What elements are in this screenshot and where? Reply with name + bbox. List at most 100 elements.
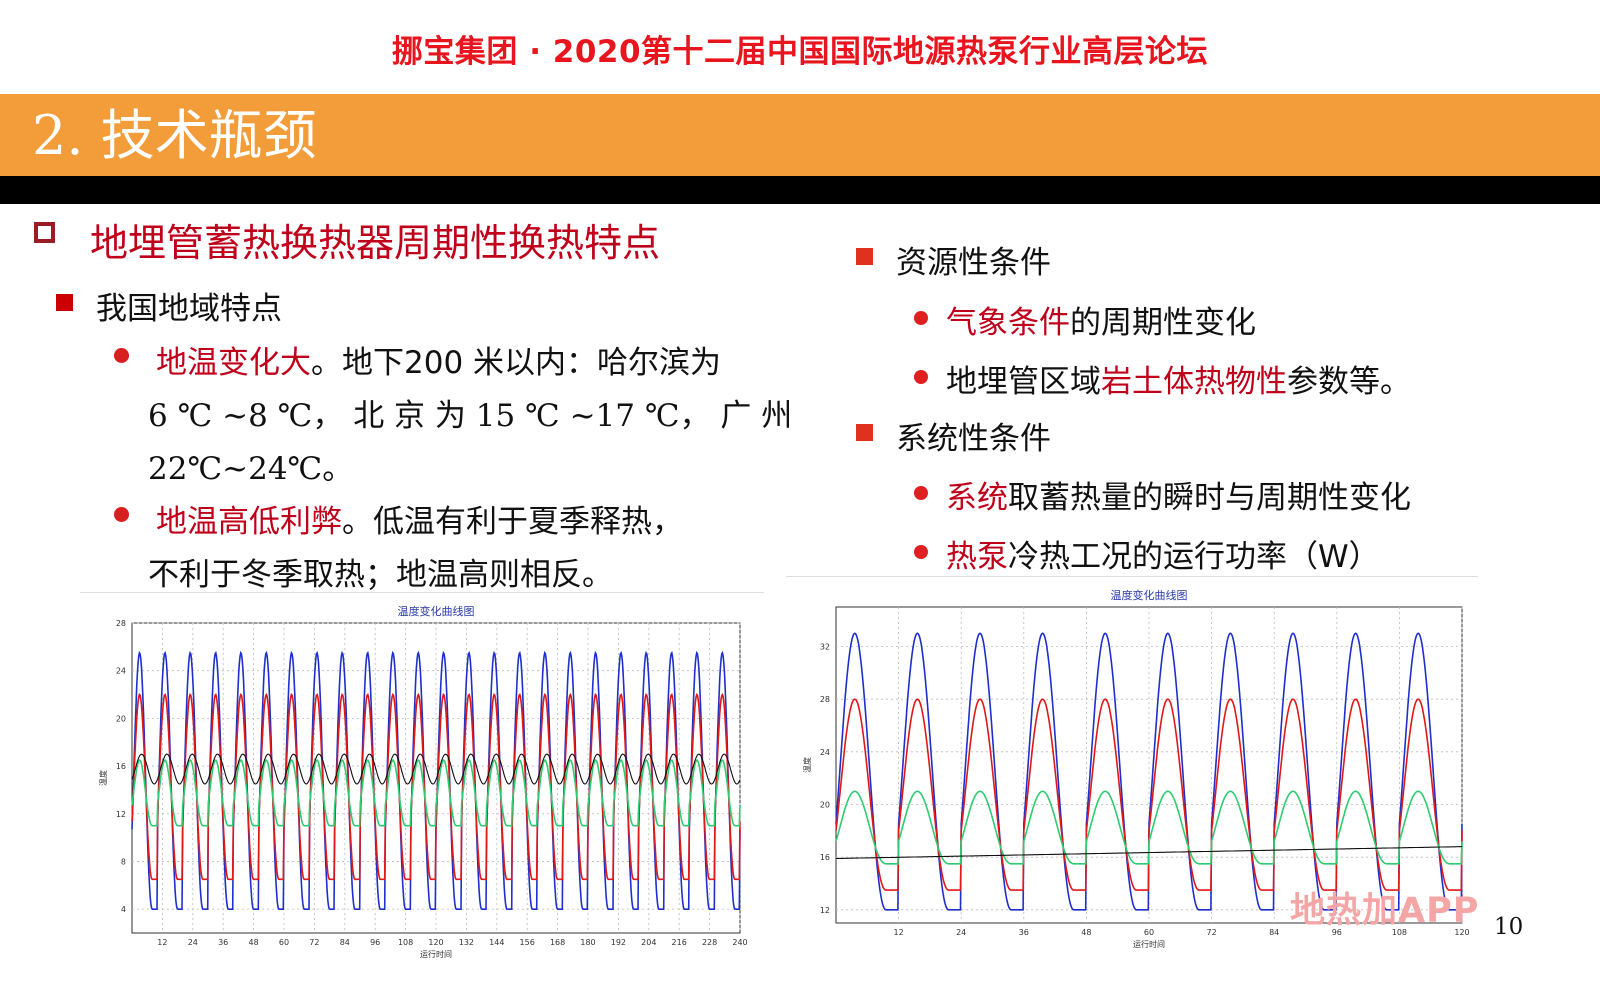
left-point2-line1: 地温高低利弊。低温有利于夏季释热， xyxy=(156,496,683,541)
right-item2-highlight: 岩土体热物性 xyxy=(1101,364,1287,400)
y-tick-label: 24 xyxy=(116,667,126,676)
right-item3-highlight: 系统 xyxy=(946,480,1008,516)
x-tick-label: 60 xyxy=(1144,928,1154,937)
x-axis-label: 运行时间 xyxy=(1133,939,1165,949)
x-tick-label: 60 xyxy=(279,938,289,947)
right-item1-rest: 的周期性变化 xyxy=(1070,305,1256,341)
chart-title: 温度变化曲线图 xyxy=(1111,588,1188,602)
section-title: 2. 技术瓶颈 xyxy=(32,104,317,167)
x-tick-label: 192 xyxy=(611,938,626,947)
right-item4-rest: 冷热工况的运行功率（W） xyxy=(1008,539,1380,575)
x-tick-label: 168 xyxy=(550,938,565,947)
chart-title: 温度变化曲线图 xyxy=(398,604,475,618)
left-chart-svg: 12 24 36 48 60 72 84 96 108 120 132 144 156 168 180 192… xyxy=(98,604,748,959)
left-chart: 12 24 36 48 60 72 84 96 108 120 132 144 156 168 180 192… xyxy=(80,592,764,959)
series-line xyxy=(131,753,741,785)
y-tick-label: 28 xyxy=(116,619,126,628)
right-heading2: 系统性条件 xyxy=(896,421,1051,457)
right-item2-rest: 参数等。 xyxy=(1287,364,1411,400)
left-point1-highlight: 地温变化大 xyxy=(156,345,311,381)
x-tick-label: 156 xyxy=(520,938,535,947)
x-tick-label: 24 xyxy=(188,938,198,947)
bullet-dot-icon xyxy=(914,545,928,559)
x-tick-label: 240 xyxy=(732,938,747,947)
left-sub-heading: 我国地域特点 xyxy=(96,291,282,327)
left-point2-rest: 。低温有利于夏季释热， xyxy=(342,504,683,540)
x-tick-label: 72 xyxy=(1207,928,1217,937)
x-tick-label: 120 xyxy=(1454,928,1469,937)
bullet-dot-icon xyxy=(114,507,129,522)
right-item1: 气象条件的周期性变化 xyxy=(946,297,1256,342)
y-axis-label: 温度 xyxy=(98,770,108,786)
left-point2-highlight: 地温高低利弊 xyxy=(156,504,342,540)
x-tick-label: 108 xyxy=(1392,928,1407,937)
x-tick-label: 96 xyxy=(1332,928,1342,937)
y-tick-label: 20 xyxy=(116,714,126,723)
square-bullet-icon xyxy=(56,294,73,311)
page-number: 10 xyxy=(1494,914,1524,940)
main-heading: 地埋管蓄热换热器周期性换热特点 xyxy=(90,221,661,265)
square-bullet-icon xyxy=(856,248,873,265)
right-chart: 12 24 36 48 60 72 84 96 108 120 12 16 20 24 28 32 温度变化曲线… xyxy=(786,576,1478,959)
series-line xyxy=(835,790,1463,865)
checkbox-icon xyxy=(34,222,55,243)
right-item2-prefix: 地埋管区域 xyxy=(946,364,1101,400)
header-title: 挪宝集团 · 2020第十二届中国国际地源热泵行业高层论坛 xyxy=(391,34,1209,70)
right-item4-highlight: 热泵 xyxy=(946,539,1008,575)
x-tick-label: 228 xyxy=(702,938,717,947)
right-heading1: 资源性条件 xyxy=(896,245,1051,281)
right-item4: 热泵冷热工况的运行功率（W） xyxy=(946,531,1380,576)
right-item3-rest: 取蓄热量的瞬时与周期性变化 xyxy=(1008,480,1411,516)
series-line xyxy=(836,846,1462,860)
bullet-dot-icon xyxy=(114,348,129,363)
x-tick-label: 72 xyxy=(309,938,319,947)
x-tick-label: 36 xyxy=(218,938,228,947)
y-tick-label: 16 xyxy=(820,853,830,862)
x-tick-label: 180 xyxy=(580,938,595,947)
x-tick-label: 132 xyxy=(459,938,474,947)
x-axis-label: 运行时间 xyxy=(420,949,452,959)
y-tick-label: 4 xyxy=(121,905,126,914)
bullet-dot-icon xyxy=(914,370,928,384)
x-tick-label: 84 xyxy=(1269,928,1279,937)
y-tick-label: 28 xyxy=(820,695,830,704)
right-item3: 系统取蓄热量的瞬时与周期性变化 xyxy=(946,472,1411,517)
left-point1-line1: 地温变化大。地下200 米以内：哈尔滨为 xyxy=(156,337,721,382)
x-tick-label: 12 xyxy=(157,938,167,947)
bullet-dot-icon xyxy=(914,311,928,325)
y-axis-label: 温度 xyxy=(802,757,812,773)
x-tick-label: 144 xyxy=(489,938,504,947)
series-line xyxy=(131,759,741,827)
watermark: 地热加APP xyxy=(1290,891,1480,931)
section-band xyxy=(0,94,1600,176)
y-tick-label: 32 xyxy=(820,643,830,652)
left-point1-line2: 6 ℃ ~8 ℃， 北 京 为 15 ℃ ~17 ℃， 广 州 xyxy=(148,398,793,434)
right-chart-svg: 12 24 36 48 60 72 84 96 108 120 12 16 20 24 28 32 温度变化曲线… xyxy=(802,588,1470,949)
left-point1-rest: 。地下200 米以内：哈尔滨为 xyxy=(311,345,722,381)
x-tick-label: 36 xyxy=(1019,928,1029,937)
x-tick-label: 48 xyxy=(1081,928,1091,937)
x-tick-label: 24 xyxy=(956,928,966,937)
square-bullet-icon xyxy=(856,424,873,441)
y-tick-label: 24 xyxy=(820,748,830,757)
series-line xyxy=(835,698,1463,891)
y-tick-label: 8 xyxy=(121,857,126,866)
y-tick-label: 12 xyxy=(820,906,830,915)
x-tick-label: 204 xyxy=(641,938,656,947)
x-tick-label: 96 xyxy=(370,938,380,947)
y-tick-label: 12 xyxy=(116,810,126,819)
left-point1-line3: 22℃~24℃。 xyxy=(148,451,354,487)
bullet-dot-icon xyxy=(914,486,928,500)
y-tick-label: 16 xyxy=(116,762,126,771)
x-tick-label: 120 xyxy=(428,938,443,947)
divider-band xyxy=(0,176,1600,204)
right-item2: 地埋管区域岩土体热物性参数等。 xyxy=(946,356,1411,401)
x-tick-label: 216 xyxy=(672,938,687,947)
x-tick-label: 12 xyxy=(894,928,904,937)
y-tick-label: 20 xyxy=(820,801,830,810)
right-item1-highlight: 气象条件 xyxy=(946,305,1070,341)
x-tick-label: 48 xyxy=(249,938,259,947)
left-point2-line2: 不利于冬季取热；地温高则相反。 xyxy=(148,557,613,593)
x-tick-label: 84 xyxy=(340,938,350,947)
x-tick-label: 108 xyxy=(398,938,413,947)
